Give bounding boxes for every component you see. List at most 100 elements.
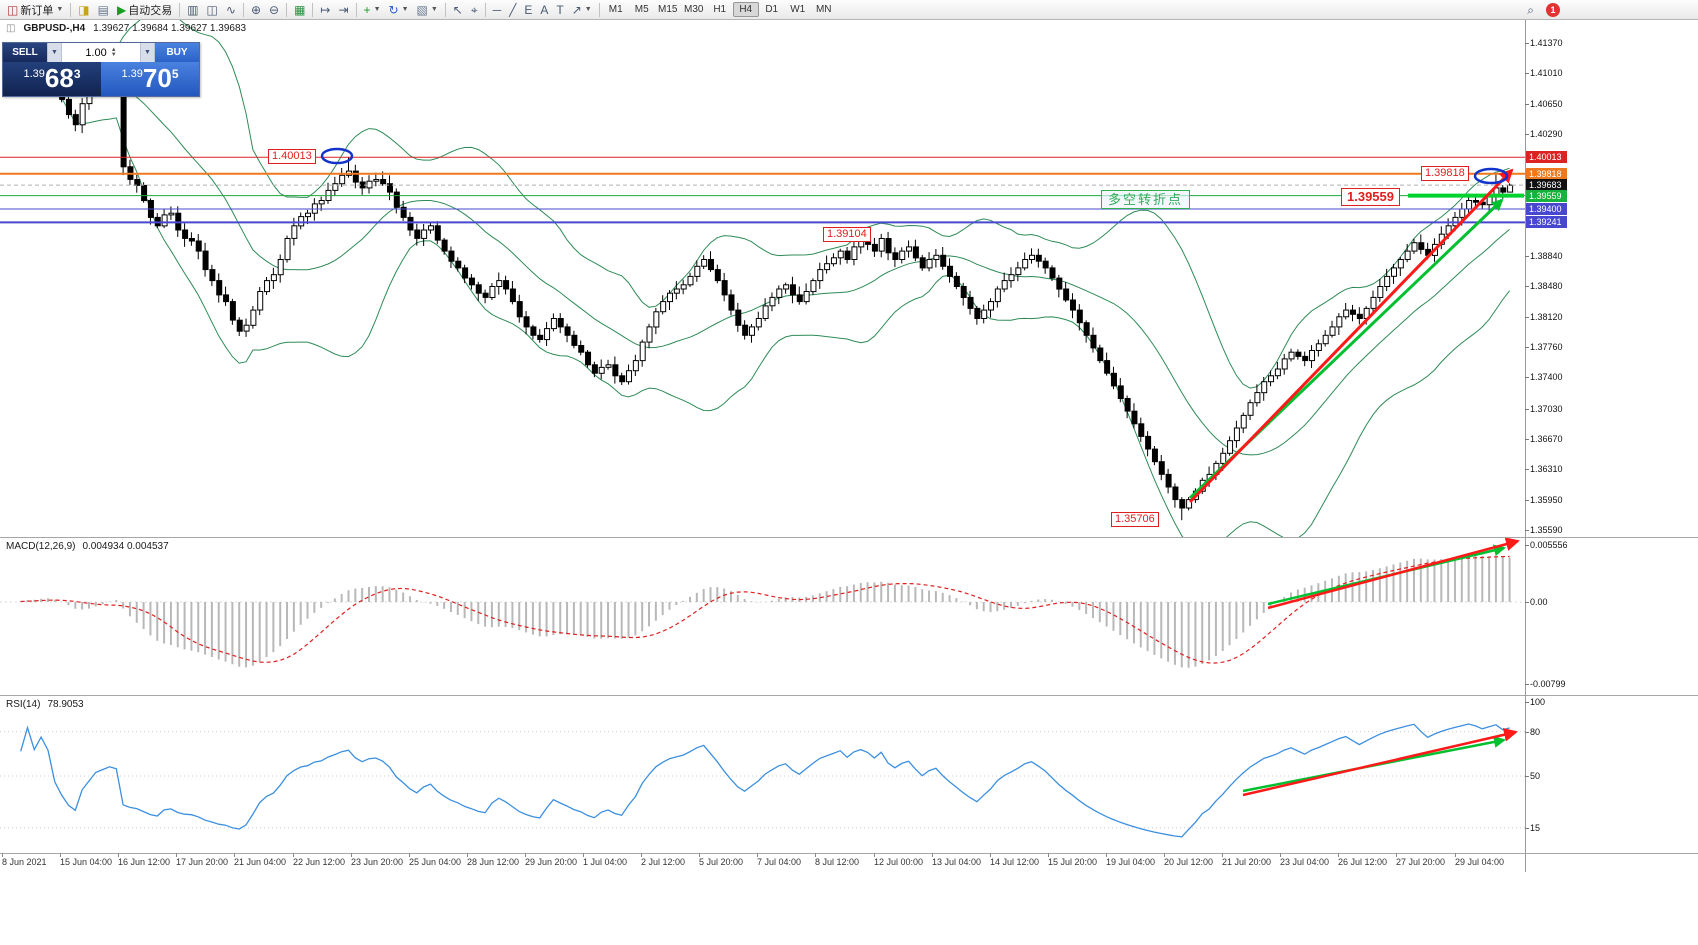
auto-scroll-button[interactable]: ↦ <box>316 1 334 19</box>
timeframe-m5-button[interactable]: M5 <box>634 4 649 15</box>
timeframe-d1-button[interactable]: D1 <box>765 4 779 15</box>
panel-splitter-macd[interactable] <box>0 537 1698 538</box>
alert-badge[interactable]: 1 <box>1546 2 1560 17</box>
time-axis-tick <box>757 853 758 857</box>
macd-axis-label: 0.00 <box>1530 597 1548 607</box>
cursor-button[interactable]: ↖ <box>449 1 467 19</box>
timeframe-m15-button[interactable]: M15 <box>658 4 678 15</box>
price-axis-label: 1.40290 <box>1530 129 1563 139</box>
time-axis-tick <box>932 853 933 857</box>
time-axis-tick <box>1222 853 1223 857</box>
timeframe-h4-button[interactable]: H4 <box>732 2 759 17</box>
time-axis-tick <box>234 853 235 857</box>
time-axis-label: 17 Jun 20:00 <box>176 857 229 867</box>
toolbar-separator <box>312 2 314 17</box>
time-axis-tick <box>351 853 352 857</box>
sell-price-sup: 3 <box>73 67 81 81</box>
profiles-button-caret-icon[interactable]: ▼ <box>401 6 409 13</box>
toolbar-separator <box>70 2 72 17</box>
time-axis-tick <box>409 853 410 857</box>
horizontal-line-button[interactable]: ─ <box>489 1 506 19</box>
arrows-button-caret-icon[interactable]: ▼ <box>584 6 592 13</box>
market-watch-button[interactable]: ◨ <box>74 1 93 19</box>
time-axis-tick <box>293 853 294 857</box>
sell-button[interactable]: SELL <box>3 43 47 62</box>
profiles-button[interactable]: ↻ ▼ <box>385 1 413 19</box>
label-button[interactable]: T <box>552 1 567 19</box>
sell-options-caret-icon[interactable]: ▼ <box>47 43 62 62</box>
label-icon: T <box>556 2 564 17</box>
timeframe-w1-button[interactable]: W1 <box>790 4 806 15</box>
price-callout-1.40013[interactable]: 1.40013 <box>268 149 316 164</box>
bar-chart-button[interactable]: ▥ <box>183 1 202 19</box>
chart-shift-button[interactable]: ⇥ <box>334 1 352 19</box>
turning-point-label[interactable]: 多空转折点 <box>1101 190 1191 209</box>
market-watch-icon: ◨ <box>78 2 90 17</box>
crosshair-button[interactable]: ⌖ <box>467 1 482 19</box>
lot-stepper[interactable]: ▲ ▼ <box>110 46 117 58</box>
axis-tick <box>1525 545 1529 546</box>
autotrade-button-label: 自动交易 <box>128 4 173 17</box>
sell-price-button[interactable]: 1.39 68 3 <box>3 62 101 96</box>
time-axis-label: 27 Jul 20:00 <box>1396 857 1446 867</box>
axis-tick <box>1525 732 1529 733</box>
lot-size-input[interactable]: 1.00 ▲ ▼ <box>62 43 140 62</box>
axis-tick <box>1525 500 1529 501</box>
new-chart-button-caret-icon[interactable]: ▼ <box>373 6 381 13</box>
buy-options-caret-icon[interactable]: ▼ <box>140 43 155 62</box>
trendline-button[interactable]: ╱ <box>505 1 520 19</box>
axis-tick <box>1525 134 1529 135</box>
equidistant-channel-button[interactable]: E <box>520 1 536 19</box>
timeframe-mn-button[interactable]: MN <box>815 4 832 15</box>
chart-ohlc-header: ◫ GBPUSD-,H4 1.39627 1.39684 1.39627 1.3… <box>6 23 246 34</box>
zoom-out-button[interactable]: ⊖ <box>265 1 283 19</box>
bar-chart-icon: ▥ <box>187 2 199 17</box>
price-axis-label: 1.37760 <box>1530 342 1563 352</box>
time-axis-label: 8 Jun 2021 <box>2 857 47 867</box>
tile-windows-button[interactable]: ▦ <box>290 1 309 19</box>
timeframe-m1-button[interactable]: M1 <box>608 4 623 15</box>
arrows-button[interactable]: ↗ ▼ <box>568 1 596 19</box>
timeframe-m30-button[interactable]: M30 <box>684 4 704 15</box>
time-axis-tick <box>699 853 700 857</box>
buy-price-prefix: 1.39 <box>121 68 143 80</box>
print-button[interactable]: ▤ <box>94 1 113 19</box>
search-button[interactable]: ⌕ <box>1523 1 1538 19</box>
price-tag-1.39683: 1.39683 <box>1526 179 1567 191</box>
buy-button[interactable]: BUY <box>155 43 199 62</box>
time-axis-label: 21 Jun 04:00 <box>234 857 287 867</box>
axis-tick <box>1525 776 1529 777</box>
horizontal-line-icon: ─ <box>492 2 502 17</box>
axis-tick <box>1525 702 1529 703</box>
buy-price-button[interactable]: 1.39 70 5 <box>101 62 199 96</box>
new-order-button-caret-icon[interactable]: ▼ <box>56 6 64 13</box>
price-callout-1.35706[interactable]: 1.35706 <box>1111 512 1159 527</box>
time-axis-label: 7 Jul 04:00 <box>757 857 802 867</box>
axis-tick <box>1525 347 1529 348</box>
templates-button-caret-icon[interactable]: ▼ <box>430 6 438 13</box>
autotrade-button[interactable]: ▶ 自动交易 <box>113 1 176 19</box>
axis-tick <box>1525 377 1529 378</box>
time-axis-separator <box>0 853 1698 854</box>
line-chart-button[interactable]: ∿ <box>222 1 240 19</box>
text-button[interactable]: A <box>536 1 552 19</box>
time-axis-tick <box>1164 853 1165 857</box>
price-callout-1.39818[interactable]: 1.39818 <box>1421 166 1469 181</box>
new-chart-button[interactable]: + ▼ <box>360 1 385 19</box>
price-tag-1.39559: 1.39559 <box>1526 190 1567 202</box>
zoom-in-button[interactable]: ⊕ <box>247 1 265 19</box>
price-callout-1.39104[interactable]: 1.39104 <box>823 227 871 242</box>
new-order-button[interactable]: ◫ 新订单 ▼ <box>3 1 67 19</box>
price-callout-1.39559[interactable]: 1.39559 <box>1341 188 1400 206</box>
rsi-value: 78.9053 <box>47 699 84 710</box>
time-axis-label: 22 Jun 12:00 <box>293 857 346 867</box>
panel-splitter-rsi[interactable] <box>0 695 1698 696</box>
templates-button[interactable]: ▧ ▼ <box>413 1 442 19</box>
arrows-icon: ↗ <box>571 2 582 17</box>
candle-chart-button[interactable]: ◫ <box>203 1 222 19</box>
axis-tick <box>1525 439 1529 440</box>
timeframe-h1-button[interactable]: H1 <box>713 4 727 15</box>
toolbar-separator <box>444 2 446 17</box>
time-axis-label: 15 Jul 20:00 <box>1048 857 1098 867</box>
